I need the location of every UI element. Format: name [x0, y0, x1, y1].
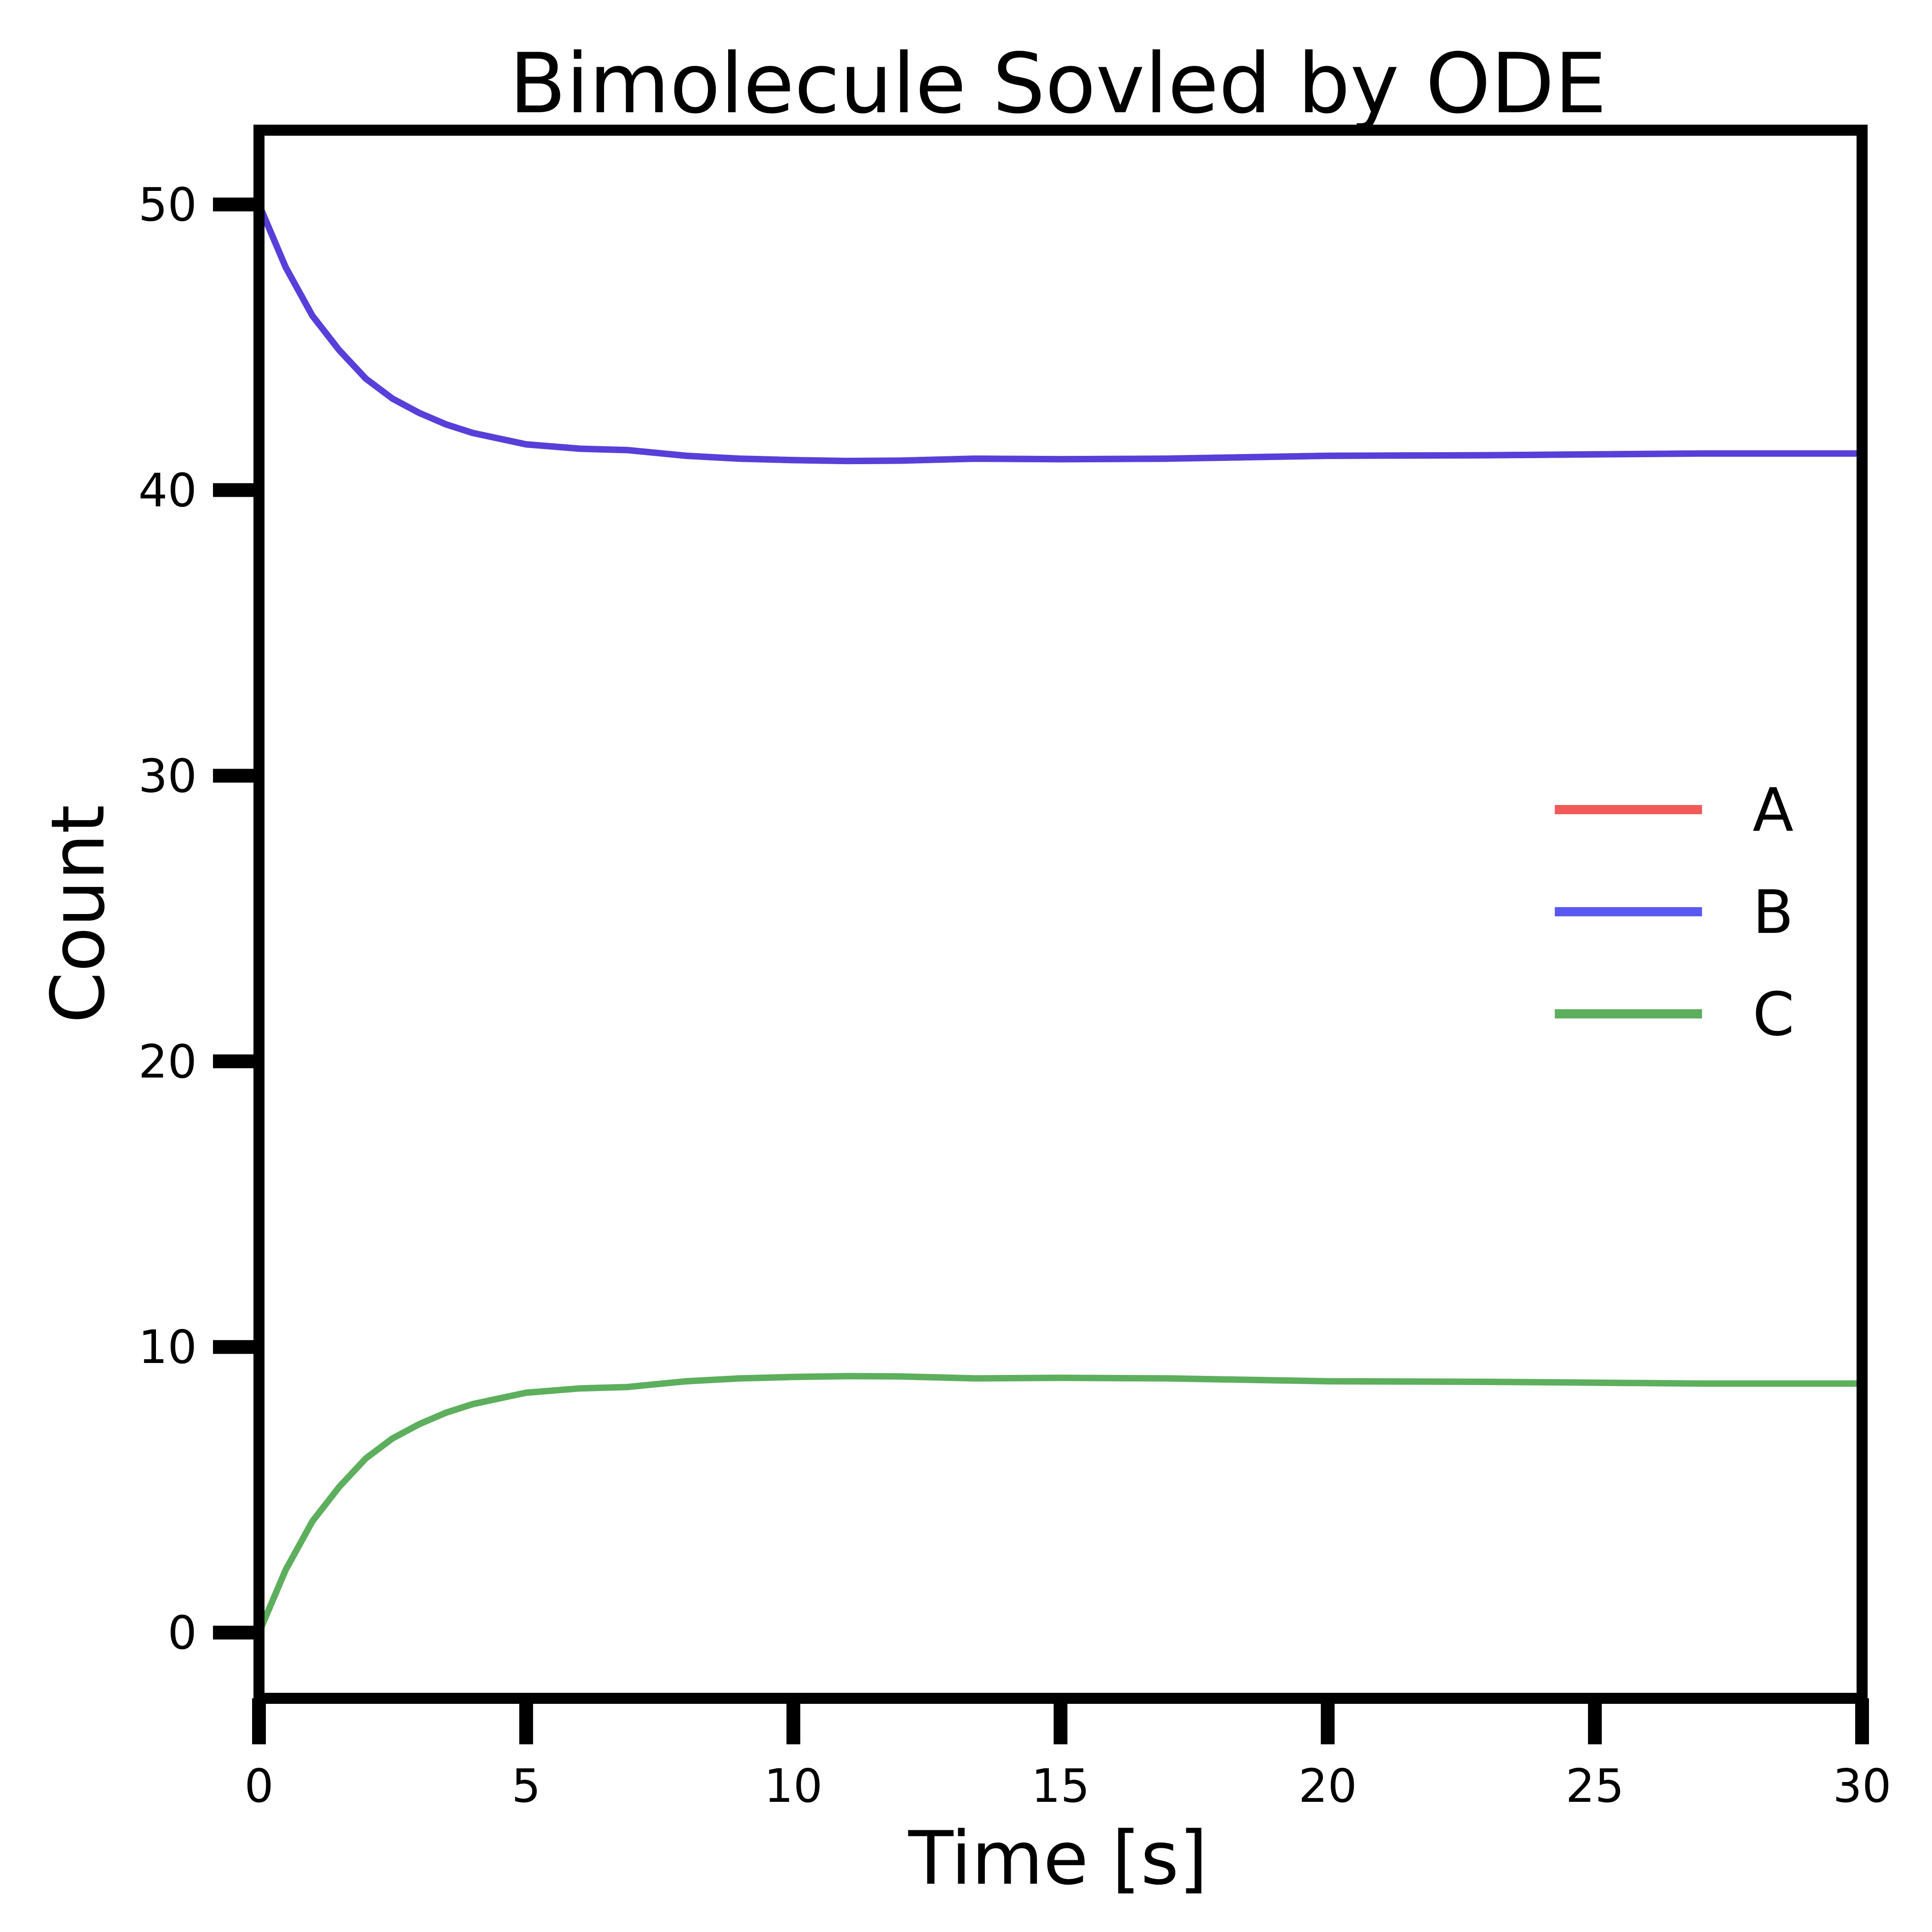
- x-tick-label: 10: [764, 1759, 822, 1813]
- legend-label-c: C: [1753, 979, 1794, 1049]
- x-tick-label: 25: [1566, 1759, 1624, 1813]
- series-line-b: [256, 203, 1862, 465]
- x-axis-ticks: 0 5 10 15 20 25 30: [244, 1698, 1892, 1813]
- y-tick-label: 20: [138, 1035, 197, 1088]
- chart-title: Bimolecule Sovled by ODE: [509, 36, 1607, 132]
- series-layer: [256, 203, 1862, 1634]
- series-line-c: [256, 1373, 1862, 1634]
- y-tick-label: 10: [138, 1320, 197, 1374]
- x-tick-label: 30: [1833, 1759, 1891, 1813]
- y-tick-label: 30: [138, 749, 197, 803]
- series-line-a: [256, 203, 1862, 465]
- x-tick-label: 5: [512, 1759, 541, 1813]
- legend-label-b: B: [1753, 877, 1794, 947]
- x-tick-label: 0: [244, 1759, 274, 1813]
- x-tick-label: 15: [1031, 1759, 1090, 1813]
- y-tick-label: 0: [167, 1606, 197, 1660]
- y-axis-title: Count: [35, 805, 121, 1023]
- x-tick-label: 20: [1299, 1759, 1357, 1813]
- y-axis-ticks: 0 10 20 30 40 50: [138, 178, 259, 1660]
- legend: ABC: [1555, 775, 1794, 1049]
- legend-label-a: A: [1753, 775, 1794, 845]
- y-tick-label: 50: [138, 178, 197, 231]
- x-axis-title: Time [s]: [908, 1815, 1208, 1901]
- y-tick-label: 40: [138, 463, 197, 517]
